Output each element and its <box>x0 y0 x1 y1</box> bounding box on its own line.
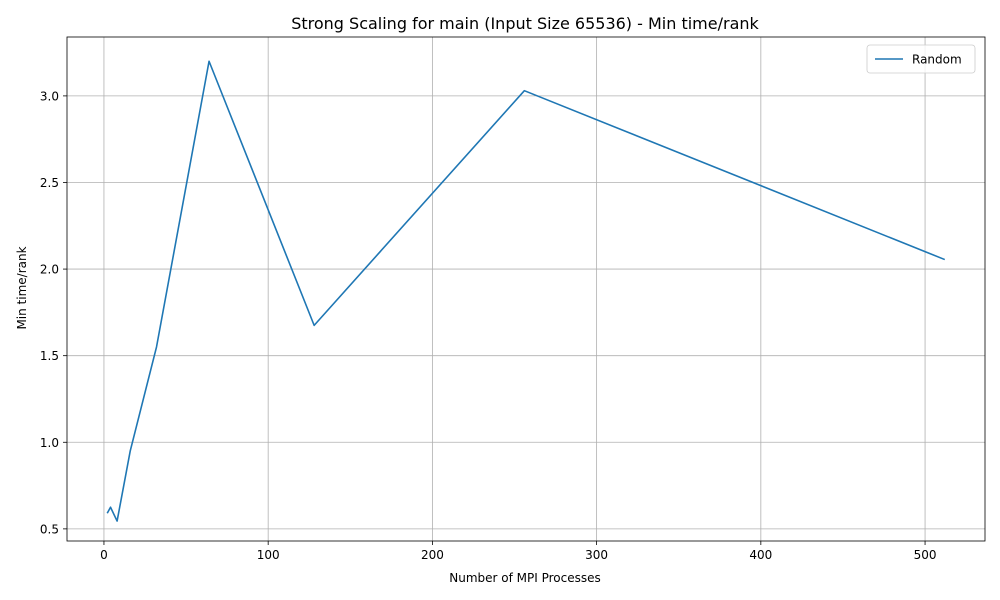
legend: Random <box>866 44 976 74</box>
y-tick-label: 0.5 <box>40 522 59 536</box>
legend-box <box>866 44 976 74</box>
legend-label: Random <box>912 53 962 67</box>
series-layer <box>106 60 946 522</box>
x-tick-label: 200 <box>421 548 444 562</box>
chart-title: Strong Scaling for main (Input Size 6553… <box>291 14 759 33</box>
x-tick-label: 300 <box>585 548 608 562</box>
y-tick-label: 3.0 <box>40 89 59 103</box>
x-tick-label: 500 <box>914 548 937 562</box>
y-tick-label: 2.5 <box>40 176 59 190</box>
y-axis-label: Min time/rank <box>15 246 29 329</box>
x-tick-label: 0 <box>100 548 108 562</box>
y-axis-ticks: 0.5 1.0 1.5 2.0 2.5 3.0 <box>40 89 67 536</box>
plot-frame <box>66 36 986 542</box>
y-tick-label: 1.0 <box>40 436 59 450</box>
grid <box>67 37 985 541</box>
x-tick-label: 400 <box>749 548 772 562</box>
x-tick-label: 100 <box>257 548 280 562</box>
y-tick-label: 2.0 <box>40 263 59 277</box>
series-line-random <box>106 60 946 522</box>
x-axis-label: Number of MPI Processes <box>449 571 601 585</box>
x-axis-ticks: 0 100 200 300 400 500 <box>100 541 937 562</box>
y-tick-label: 1.5 <box>40 349 59 363</box>
